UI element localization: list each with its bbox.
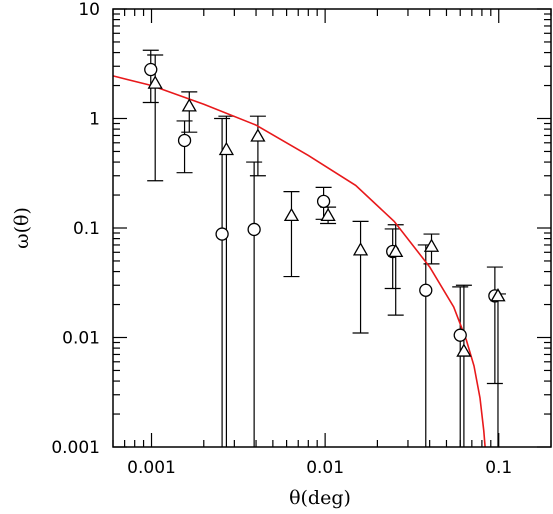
x-tick-label: 0.1 [485, 458, 512, 478]
circle-marker [177, 133, 192, 148]
triangle-marker [218, 141, 235, 156]
y-tick-label: 0.01 [62, 329, 100, 349]
y-tick-label: 10 [78, 0, 100, 20]
triangle-marker [490, 288, 506, 302]
plot-frame [112, 8, 552, 448]
x-axis-label: θ(deg) [289, 487, 351, 509]
circle-marker [247, 222, 261, 237]
marker-layer [144, 62, 506, 357]
model-curve-layer [112, 75, 486, 448]
x-tick-label: 0.001 [127, 458, 176, 478]
triangle-marker [388, 243, 404, 258]
triangle-marker [250, 128, 266, 142]
circle-marker [419, 283, 433, 297]
triangle-marker [423, 238, 440, 252]
triangle-marker [181, 98, 197, 112]
circle-marker [316, 194, 331, 209]
y-axis-label: ω(θ) [11, 207, 33, 249]
tick-layer [112, 8, 552, 448]
circle-marker [215, 227, 229, 241]
circle-marker [453, 328, 467, 342]
model-curve [112, 75, 486, 448]
triangle-marker [147, 75, 163, 89]
circle-marker [144, 62, 158, 77]
triangle-marker [456, 343, 472, 357]
triangle-marker [320, 207, 336, 222]
tick-label-layer: 0.001 0.01 0.1 0.001 0.01 0.1 1 10 [51, 0, 512, 478]
triangle-marker [283, 207, 300, 222]
y-tick-label: 0.1 [73, 219, 100, 239]
y-tick-label: 1 [89, 110, 100, 130]
errorbar-layer [142, 49, 506, 447]
triangle-marker [352, 242, 369, 256]
y-tick-label: 0.001 [51, 438, 100, 458]
x-tick-label: 0.01 [306, 458, 344, 478]
